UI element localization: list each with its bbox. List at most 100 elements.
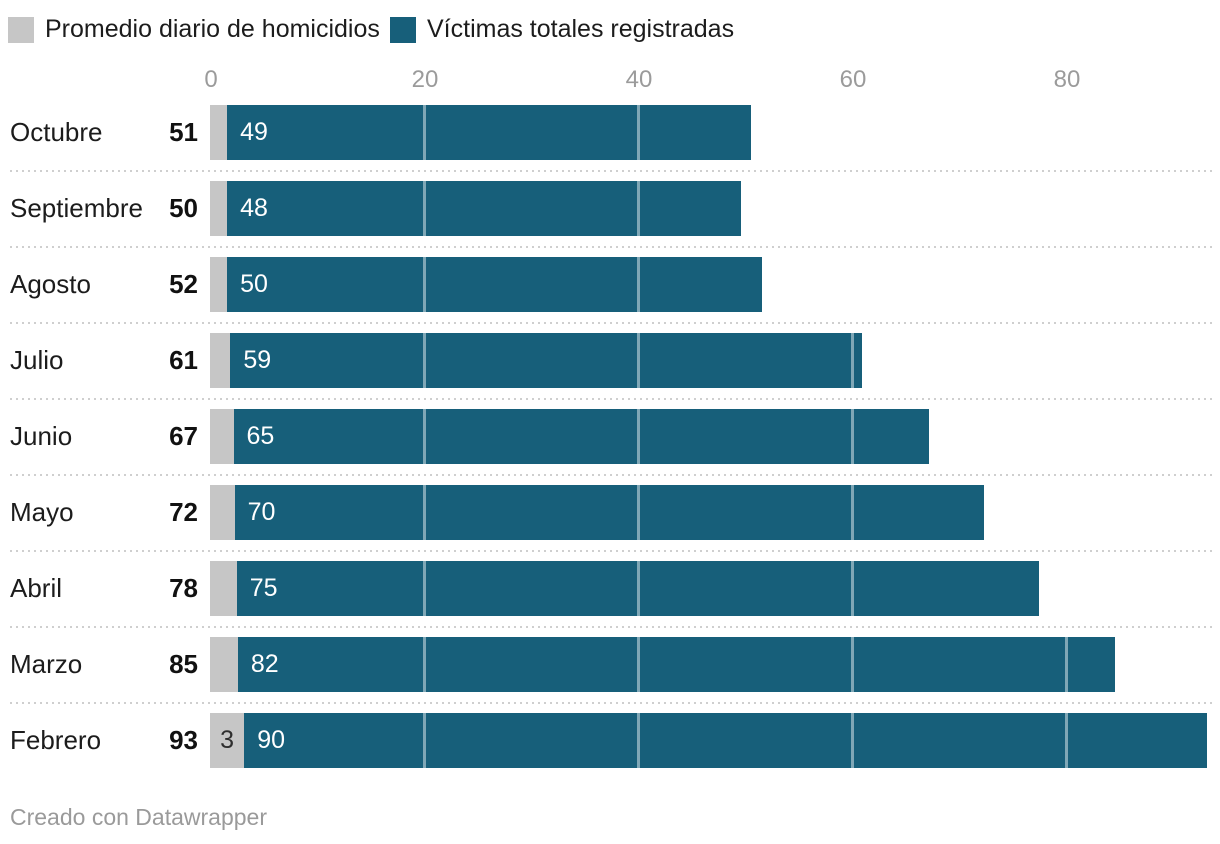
bar-segment-promedio[interactable]	[210, 637, 238, 692]
bar-value-label: 70	[247, 498, 276, 526]
gridline	[1064, 257, 1068, 312]
gridline	[850, 561, 854, 616]
bar-row: Julio 61 59	[0, 333, 1220, 409]
gridline	[850, 637, 854, 692]
category-label: Mayo	[10, 497, 74, 527]
gridline	[422, 485, 426, 540]
row-total-label: 72	[169, 497, 198, 527]
bar-segment-promedio[interactable]	[210, 105, 228, 160]
bar-row: Abril 78 75	[0, 561, 1220, 637]
row-separator	[10, 170, 1212, 172]
axis-tick-label: 0	[204, 66, 218, 93]
bar-row: Febrero 93 3 90	[0, 713, 1220, 789]
gridline	[636, 105, 640, 160]
datawrapper-credit-link[interactable]: Creado con Datawrapper	[10, 804, 267, 830]
bar-value-label: 48	[240, 194, 268, 222]
bar-value-label: 82	[250, 650, 279, 678]
gridline	[636, 637, 640, 692]
bar-value-label: 75	[249, 574, 278, 602]
row-total-label: 50	[169, 193, 198, 223]
gridline	[850, 713, 854, 768]
bar-segment-promedio[interactable]	[210, 333, 231, 388]
row-separator	[10, 550, 1212, 552]
bar-row: Octubre 51 49	[0, 105, 1220, 181]
axis-tick-label: 20	[411, 66, 439, 93]
gridline	[850, 485, 854, 540]
bar-value-label: 3	[220, 726, 235, 754]
row-separator	[10, 626, 1212, 628]
bar-row: Marzo 85 82	[0, 637, 1220, 713]
gridline	[1064, 637, 1068, 692]
gridline	[850, 409, 854, 464]
bar-segment-victimas[interactable]: 59	[230, 333, 862, 388]
category-label: Febrero	[10, 725, 102, 755]
gridline	[1064, 105, 1068, 160]
row-total-label: 78	[169, 573, 198, 603]
row-separator	[10, 322, 1212, 324]
gridline	[422, 105, 426, 160]
bar-value-label: 59	[243, 346, 272, 374]
gridline	[636, 333, 640, 388]
gridline	[1064, 713, 1068, 768]
bar-segment-promedio[interactable]: 3	[210, 713, 245, 768]
legend-item-victimas: Víctimas totales registradas	[390, 15, 734, 44]
row-total-label: 67	[169, 421, 198, 451]
gridline	[422, 181, 426, 236]
gridline	[1064, 181, 1068, 236]
gridline	[1064, 409, 1068, 464]
bar-track: 49	[210, 105, 1220, 160]
gridline	[422, 637, 426, 692]
gridline	[636, 409, 640, 464]
row-separator	[10, 474, 1212, 476]
row-total-label: 85	[169, 649, 198, 679]
bar-segment-victimas[interactable]: 70	[234, 485, 984, 540]
bar-segment-promedio[interactable]	[210, 561, 237, 616]
legend-label: Promedio diario de homicidios	[45, 15, 380, 43]
category-label: Septiembre	[10, 193, 143, 223]
gridline	[422, 257, 426, 312]
category-label: Junio	[10, 421, 73, 451]
bar-segment-victimas[interactable]: 49	[227, 105, 752, 160]
row-total-label: 61	[169, 345, 198, 375]
gridline	[422, 409, 426, 464]
bar-row: Septiembre 50 48	[0, 181, 1220, 257]
gridline	[422, 713, 426, 768]
bar-segment-victimas[interactable]: 50	[227, 257, 763, 312]
bar-segment-promedio[interactable]	[210, 409, 234, 464]
bar-track: 59	[210, 333, 1220, 388]
category-label: Abril	[10, 573, 63, 603]
bar-segment-promedio[interactable]	[210, 485, 235, 540]
bar-segment-promedio[interactable]	[210, 181, 228, 236]
bar-value-label: 65	[246, 422, 275, 450]
gridline	[850, 333, 854, 388]
bar-segment-victimas[interactable]: 48	[227, 181, 741, 236]
x-axis: 0 20 40 60 80	[0, 66, 1220, 98]
bar-track: 70	[210, 485, 1220, 540]
legend-swatch-victimas	[390, 16, 416, 43]
gridline	[850, 181, 854, 236]
gridline	[1064, 485, 1068, 540]
bar-value-label: 90	[257, 726, 286, 754]
bar-segment-victimas[interactable]: 75	[236, 561, 1040, 616]
bar-segment-victimas[interactable]: 82	[237, 637, 1116, 692]
gridline	[850, 257, 854, 312]
category-label: Agosto	[10, 269, 91, 299]
category-label: Octubre	[10, 117, 103, 147]
bar-segment-promedio[interactable]	[210, 257, 228, 312]
bar-track: 75	[210, 561, 1220, 616]
bar-value-label: 49	[240, 118, 268, 146]
row-separator	[10, 702, 1212, 704]
bar-segment-victimas[interactable]: 65	[233, 409, 930, 464]
bar-track: 50	[210, 257, 1220, 312]
bar-rows: Octubre 51 49 Septiembre 50 48 Agosto 52 50 Julio…	[0, 105, 1220, 789]
axis-tick-label: 40	[625, 66, 653, 93]
gridline	[636, 713, 640, 768]
axis-tick-label: 60	[839, 66, 867, 93]
bar-row: Agosto 52 50	[0, 257, 1220, 333]
gridline	[636, 485, 640, 540]
bar-value-label: 50	[240, 270, 268, 298]
legend: Promedio diario de homicidios Víctimas t…	[0, 0, 1220, 56]
row-total-label: 52	[169, 269, 198, 299]
bar-segment-victimas[interactable]: 90	[244, 713, 1208, 768]
